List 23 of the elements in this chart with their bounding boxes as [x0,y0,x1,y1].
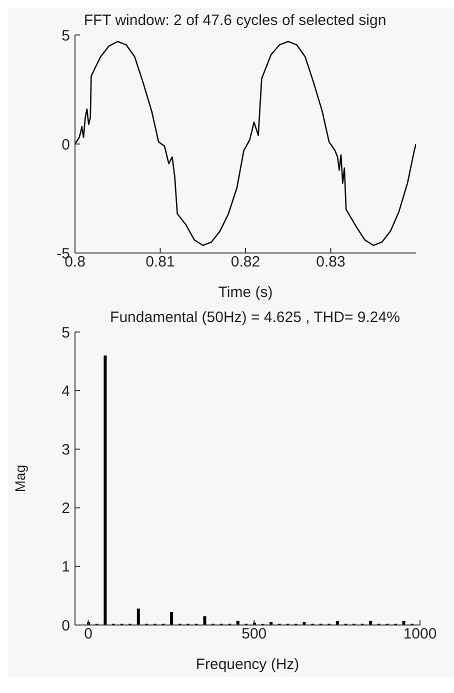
bar [104,355,107,625]
x-tick-label: 0.81 [146,254,175,271]
x-tick-label: 0.82 [230,254,260,271]
bar [136,608,140,625]
y-tick-label: 5 [62,27,70,44]
y-tick-label: 2 [62,500,70,518]
y-tick-label: 5 [62,324,70,342]
chart-title: FFT window: 2 of 47.6 cycles of selected sign [82,11,388,29]
y-tick-label: 1 [62,558,70,576]
bar [170,612,174,625]
y-tick-label: 0 [62,136,70,154]
x-tick-label: 0 [84,626,92,643]
x-tick-label: 500 [242,626,267,643]
chart-title: Fundamental (50Hz) = 4.625 , THD= 9.24% [109,308,401,326]
x-axis-title: Frequency (Hz) [196,656,300,673]
x-tick-label: 0.83 [316,254,346,271]
y-tick-label: 4 [62,382,70,400]
x-axis-title: Time (s) [218,284,273,301]
y-tick-label: 3 [62,442,70,459]
line-series [75,40,416,246]
y-axis-title: Mag [12,464,28,492]
x-tick-label: 1000 [403,626,437,643]
bar [203,616,206,625]
